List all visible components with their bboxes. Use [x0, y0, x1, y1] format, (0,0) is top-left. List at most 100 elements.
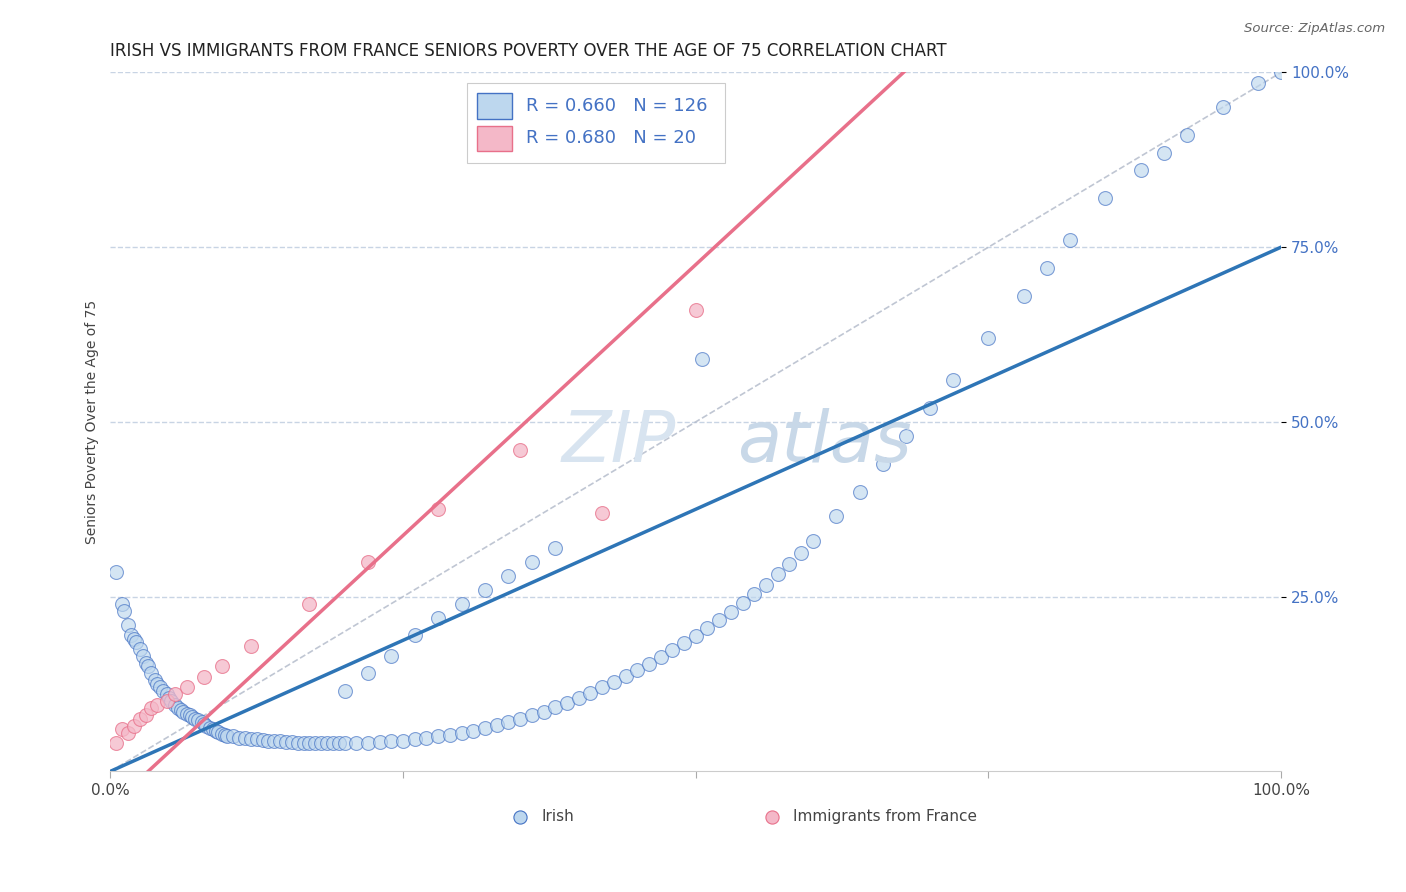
Point: [1059, 233, 1081, 247]
Point: [498, 715, 520, 730]
Point: [304, 736, 326, 750]
Point: [183, 712, 205, 726]
Point: [287, 736, 309, 750]
Point: [626, 663, 648, 677]
Point: [520, 555, 543, 569]
Point: [298, 597, 321, 611]
Bar: [477, 126, 512, 151]
Point: [707, 613, 730, 627]
Point: [292, 736, 315, 750]
Point: [135, 656, 157, 670]
Point: [872, 457, 894, 471]
Point: [198, 721, 221, 735]
Point: [380, 734, 402, 748]
Point: [450, 597, 472, 611]
Point: [380, 648, 402, 663]
Point: [233, 731, 256, 745]
Text: atlas: atlas: [737, 409, 911, 477]
Point: [143, 673, 166, 688]
Text: R = 0.680   N = 20: R = 0.680 N = 20: [526, 129, 696, 147]
Point: [509, 442, 531, 457]
Point: [163, 688, 186, 702]
Text: Immigrants from France: Immigrants from France: [793, 809, 977, 824]
Point: [217, 730, 239, 744]
Point: [128, 642, 150, 657]
Point: [427, 610, 450, 624]
Text: Source: ZipAtlas.com: Source: ZipAtlas.com: [1244, 22, 1385, 36]
Point: [252, 732, 274, 747]
Point: [357, 666, 380, 681]
Point: [328, 736, 350, 750]
Point: [673, 636, 696, 650]
Point: [392, 733, 415, 747]
Point: [1247, 76, 1270, 90]
Point: [731, 596, 754, 610]
Point: [146, 677, 169, 691]
Point: [778, 557, 800, 571]
Point: [141, 701, 163, 715]
Point: [544, 541, 567, 555]
Point: [485, 718, 508, 732]
Point: [509, 810, 531, 824]
Point: [322, 736, 344, 750]
Point: [1177, 128, 1199, 143]
Point: [105, 565, 128, 579]
Text: Irish: Irish: [541, 809, 574, 824]
Point: [187, 714, 209, 728]
Text: IRISH VS IMMIGRANTS FROM FRANCE SENIORS POVERTY OVER THE AGE OF 75 CORRELATION C: IRISH VS IMMIGRANTS FROM FRANCE SENIORS …: [111, 42, 948, 60]
Point: [274, 735, 297, 749]
Point: [603, 674, 626, 689]
Point: [848, 484, 870, 499]
Point: [222, 730, 245, 744]
Point: [239, 732, 262, 747]
Point: [193, 670, 215, 684]
Point: [404, 732, 426, 747]
Point: [766, 567, 789, 582]
Point: [204, 723, 226, 738]
Point: [190, 715, 212, 730]
Point: [474, 582, 496, 597]
Point: [357, 555, 380, 569]
Point: [427, 502, 450, 516]
Point: [169, 703, 191, 717]
Point: [309, 736, 332, 750]
Point: [1094, 191, 1116, 205]
Point: [157, 690, 180, 705]
Point: [404, 628, 426, 642]
Point: [650, 650, 672, 665]
Point: [1153, 145, 1175, 160]
Text: ZIP: ZIP: [561, 409, 675, 477]
Point: [544, 700, 567, 714]
Point: [155, 688, 177, 702]
Point: [257, 733, 280, 747]
Point: [167, 701, 190, 715]
Point: [207, 725, 229, 739]
Point: [638, 657, 661, 671]
Point: [155, 694, 177, 708]
Point: [463, 723, 485, 738]
Point: [690, 351, 713, 366]
Point: [344, 736, 367, 750]
Point: [111, 723, 134, 737]
Point: [533, 705, 555, 719]
Point: [114, 604, 136, 618]
Point: [193, 716, 215, 731]
Point: [181, 710, 204, 724]
Point: [696, 621, 718, 635]
Point: [896, 429, 918, 443]
Point: [121, 628, 143, 642]
Point: [111, 597, 134, 611]
Point: [761, 810, 783, 824]
Point: [298, 736, 321, 750]
Point: [661, 643, 683, 657]
Point: [136, 659, 159, 673]
Point: [591, 506, 613, 520]
Point: [685, 303, 707, 318]
Point: [498, 568, 520, 582]
Point: [172, 705, 194, 719]
Point: [368, 735, 391, 749]
Point: [195, 719, 218, 733]
Text: R = 0.660   N = 126: R = 0.660 N = 126: [526, 97, 707, 115]
Point: [211, 726, 233, 740]
Point: [125, 635, 148, 649]
